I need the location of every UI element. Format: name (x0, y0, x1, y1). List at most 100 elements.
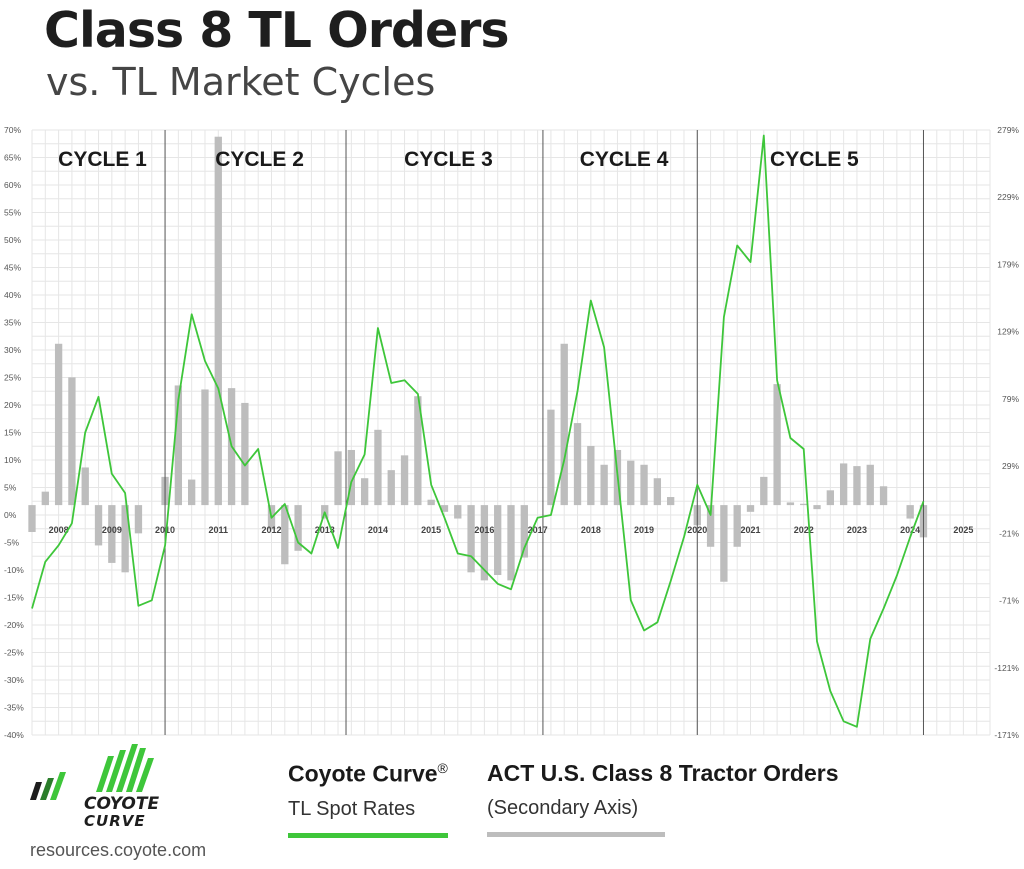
order-bar (440, 505, 449, 512)
secondary-tick-label: -71% (999, 596, 1019, 606)
order-bar (480, 505, 489, 581)
secondary-tick-label: -21% (999, 528, 1019, 538)
primary-tick-label: -25% (4, 648, 24, 658)
primary-tick-label: 60% (4, 180, 21, 190)
primary-tick-label: -30% (4, 675, 24, 685)
x-tick-label: 2021 (740, 525, 760, 535)
primary-tick-label: 20% (4, 400, 21, 410)
secondary-tick-label: 279% (997, 125, 1019, 135)
secondary-tick-label: 179% (997, 259, 1019, 269)
x-tick-label: 2025 (953, 525, 973, 535)
order-bar (560, 343, 568, 506)
legend-spot-title: Coyote Curve® (288, 760, 448, 788)
order-bar (813, 505, 821, 510)
x-tick-label: 2013 (315, 525, 335, 535)
primary-tick-label: 35% (4, 318, 21, 328)
order-bar (706, 505, 715, 547)
primary-tick-label: -5% (4, 538, 20, 548)
secondary-tick-label: 29% (1002, 461, 1019, 471)
order-bar (188, 479, 196, 506)
primary-tick-label: 25% (4, 373, 21, 383)
x-tick-label: 2010 (155, 525, 175, 535)
primary-tick-label: -15% (4, 593, 24, 603)
order-bar (68, 377, 76, 506)
order-bar (627, 460, 635, 506)
order-bar (334, 451, 342, 506)
order-bar (494, 505, 502, 576)
order-bar (733, 505, 741, 547)
order-bar (839, 463, 848, 506)
legend-spot-rates: Coyote Curve® TL Spot Rates (288, 760, 448, 838)
order-bar (281, 505, 289, 565)
order-bar (28, 505, 36, 532)
order-bar (800, 503, 808, 506)
order-bar (547, 409, 555, 506)
cycle-label: CYCLE 2 (215, 148, 304, 171)
order-bar (387, 470, 395, 506)
x-tick-label: 2024 (900, 525, 920, 535)
primary-tick-label: 5% (4, 483, 17, 493)
order-bar (906, 505, 914, 519)
x-tick-label: 2022 (794, 525, 814, 535)
order-bar (573, 423, 582, 506)
cycle-label: CYCLE 5 (770, 148, 859, 171)
order-bar (54, 343, 63, 506)
order-bar (360, 478, 369, 506)
x-tick-label: 2016 (474, 525, 494, 535)
order-bar (374, 429, 382, 506)
x-tick-label: 2018 (581, 525, 601, 535)
order-bar (773, 384, 781, 506)
order-bar (826, 490, 834, 506)
order-bar (414, 396, 422, 506)
order-bar (853, 466, 861, 506)
secondary-tick-label: 79% (1002, 394, 1019, 404)
logo-line1: COYOTE (84, 794, 160, 814)
primary-tick-label: -20% (4, 620, 24, 630)
order-bar (866, 464, 874, 506)
order-bar (294, 505, 302, 551)
primary-tick-label: 0% (4, 510, 17, 520)
x-tick-label: 2017 (528, 525, 548, 535)
secondary-tick-label: 229% (997, 192, 1019, 202)
x-tick-label: 2011 (209, 525, 229, 535)
secondary-tick-label: -121% (994, 663, 1019, 673)
cycle-labels: CYCLE 1 CYCLE 2 CYCLE 3 CYCLE 4 CYCLE 5 (58, 148, 859, 171)
footer-url[interactable]: resources.coyote.com (30, 840, 207, 860)
primary-tick-labels: 70% 65% 60% 55% 50% 45% 40% 35% 30% 25% 20% 15% 10% 5… (4, 125, 24, 740)
primary-tick-label: 55% (4, 208, 21, 218)
page-subtitle: vs. TL Market Cycles (46, 60, 436, 104)
order-bar (760, 476, 768, 506)
chart-grid (31, 129, 991, 736)
primary-tick-label: 15% (4, 428, 21, 438)
order-bar (347, 449, 355, 506)
order-bar (241, 402, 249, 506)
legend-orders: ACT U.S. Class 8 Tractor Orders (Seconda… (487, 760, 839, 837)
primary-tick-label: 65% (4, 153, 21, 163)
secondary-tick-labels: 279% 229% 179% 129% 79% 29% -21% -71% -121% -171% (994, 125, 1019, 740)
x-tick-labels: 2008 2009 2010 2011 2012 2013 2014 2015 2016 2017… (49, 525, 974, 535)
primary-tick-label: -10% (4, 565, 24, 575)
primary-tick-label: 40% (4, 290, 21, 300)
order-bar (507, 505, 515, 581)
secondary-tick-label: -171% (994, 730, 1019, 740)
x-tick-label: 2009 (102, 525, 122, 535)
legend-spot-title-text: Coyote Curve (288, 760, 438, 787)
x-tick-label: 2015 (421, 525, 441, 535)
order-bar (720, 505, 728, 582)
order-bar (454, 505, 462, 519)
order-bars (28, 136, 928, 582)
order-bar (94, 505, 103, 546)
cycle-label: CYCLE 1 (58, 148, 147, 171)
legend-orders-swatch (487, 832, 665, 837)
order-bar (400, 455, 409, 506)
x-tick-label: 2008 (49, 525, 69, 535)
order-bar (201, 389, 209, 506)
legend-spot-mark: ® (437, 760, 448, 776)
x-tick-label: 2020 (687, 525, 707, 535)
legend-spot-swatch (288, 832, 448, 838)
primary-tick-label: 10% (4, 455, 21, 465)
primary-tick-label: 45% (4, 263, 21, 273)
order-bar (653, 478, 662, 506)
cycle-dividers (164, 130, 924, 735)
